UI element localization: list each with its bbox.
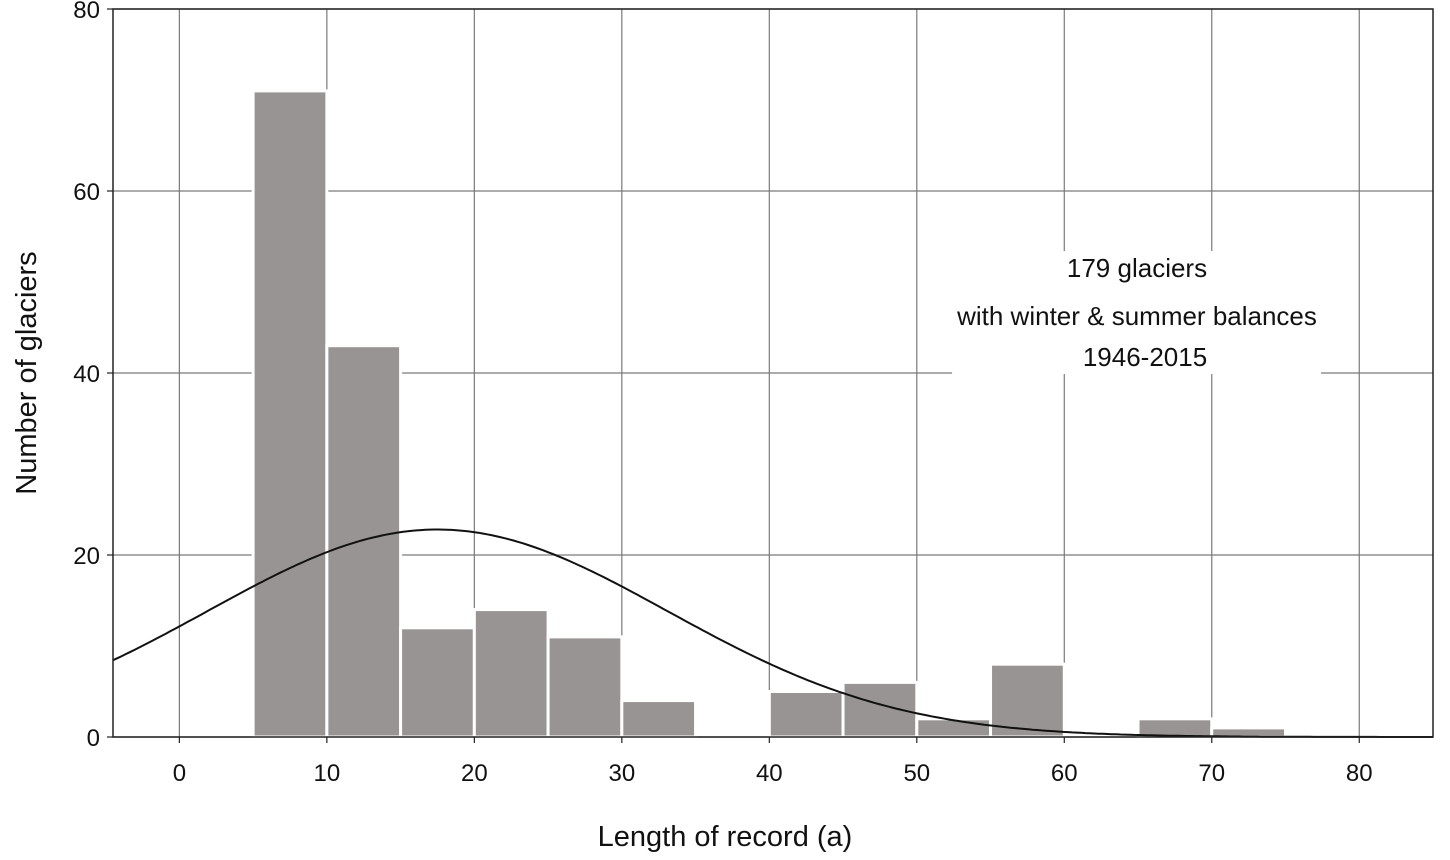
x-tick-label: 20 [461,760,488,787]
x-tick-label: 50 [903,760,930,787]
x-tick-label: 40 [756,760,783,787]
histogram-bar [325,344,403,739]
x-tick-label: 10 [314,760,341,787]
histogram-bar [399,626,476,739]
x-axis-label: Length of record (a) [598,821,853,853]
histogram-bar [472,608,550,739]
x-tick-label: 60 [1051,760,1078,787]
x-tick-label: 0 [173,760,186,787]
histogram-bar [620,699,698,739]
histogram-bar [251,89,329,739]
annotation-background [952,251,1321,374]
annotation-line-2: with winter & summer balances [956,301,1317,331]
y-tick-label: 20 [73,543,100,570]
y-tick-label: 60 [73,179,100,206]
annotation-line-1: 179 glaciers [1067,253,1207,283]
y-tick-label: 80 [73,0,100,24]
y-tick-label: 40 [73,361,100,388]
annotation-line-3: 1946-2015 [1083,342,1207,372]
histogram-bar [989,662,1066,739]
chart-annotation: 179 glaciers with winter & summer balanc… [952,251,1321,374]
x-tick-label: 30 [608,760,635,787]
x-axis-ticks: 0 10 20 30 40 50 60 70 80 [173,737,1373,787]
histogram-bar [841,680,919,739]
y-axis-label: Number of glaciers [11,251,43,494]
x-tick-label: 80 [1346,760,1373,787]
x-tick-label: 70 [1198,760,1225,787]
histogram-bar [915,717,993,739]
histogram-bar [546,635,624,739]
histogram-bar [767,690,845,739]
y-tick-label: 0 [87,725,100,752]
y-axis-ticks: 0 20 40 60 80 [73,0,113,752]
